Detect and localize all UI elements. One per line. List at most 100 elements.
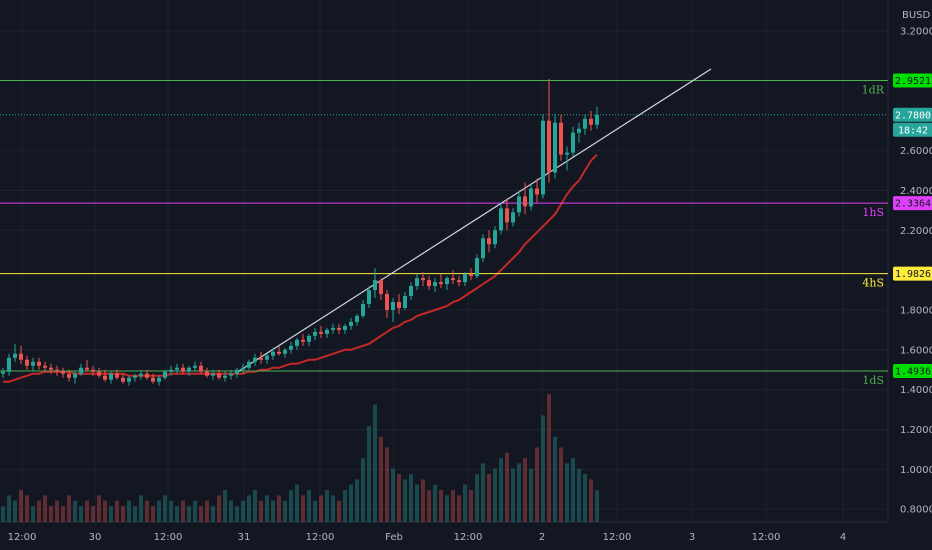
volume-bar (535, 447, 539, 522)
candle-body (439, 282, 443, 285)
candle-body (19, 353, 23, 360)
y-tick-label: 1.6000 (900, 345, 932, 356)
candle-body (295, 339, 299, 346)
candle-body (403, 296, 407, 308)
candle-body (43, 365, 47, 368)
candle-body (181, 367, 185, 372)
volume-bar (511, 468, 515, 522)
candle-body (199, 365, 203, 372)
x-tick-label: 4 (840, 532, 846, 543)
candle-body (379, 280, 383, 295)
candle-body (343, 325, 347, 330)
currency-label: BUSD (902, 10, 931, 21)
volume-bar (325, 490, 329, 522)
volume-bar (421, 479, 425, 522)
volume-bar (529, 468, 533, 522)
candle-body (385, 294, 389, 310)
candle-body (133, 375, 137, 378)
candle-body (97, 371, 101, 376)
volume-bar (553, 436, 557, 522)
candle-body (469, 274, 473, 277)
volume-bar (67, 495, 71, 522)
candle-body (193, 365, 197, 368)
candle-body (187, 367, 191, 372)
price-tag-label: 2.3364 (895, 199, 931, 210)
volume-bar (205, 500, 209, 522)
x-tick-label: Feb (385, 532, 403, 543)
candle-body (397, 302, 401, 308)
volume-bar (199, 506, 203, 522)
level-label: 4hS (862, 277, 884, 290)
volume-bar (97, 495, 101, 522)
candle-body (493, 230, 497, 245)
volume-bar (487, 474, 491, 522)
candle-body (91, 369, 95, 372)
volume-bar (295, 484, 299, 522)
volume-bar (361, 458, 365, 522)
time-axis-panel (0, 522, 932, 550)
trendline (237, 68, 712, 373)
volume-bar (523, 458, 527, 522)
price-tag-label: 1.4936 (895, 367, 931, 378)
candle-body (547, 120, 551, 173)
volume-bar (463, 484, 467, 522)
x-tick-label: 30 (89, 532, 102, 543)
candle-body (313, 331, 317, 336)
candle-body (103, 375, 107, 380)
candle-body (571, 132, 575, 153)
x-tick-label: 12:00 (603, 532, 632, 543)
volume-bar (259, 500, 263, 522)
volume-bar (595, 490, 599, 522)
volume-bar (217, 495, 221, 522)
volume-bar (583, 474, 587, 522)
x-tick-label: 12:00 (752, 532, 781, 543)
candle-body (169, 369, 173, 372)
volume-bar (241, 500, 245, 522)
candle-body (433, 282, 437, 287)
candle-body (319, 331, 323, 334)
candle-body (217, 373, 221, 378)
volume-bar (373, 404, 377, 522)
volume-bar (247, 495, 251, 522)
candle-body (301, 339, 305, 342)
countdown-tag (893, 122, 932, 137)
price-tag (893, 107, 932, 122)
volume-bar (55, 500, 59, 522)
candle-body (277, 351, 281, 354)
candle-body (121, 377, 125, 382)
y-tick-label: 2.2000 (900, 226, 932, 237)
candle-body (373, 280, 377, 291)
candle-body (511, 212, 515, 223)
candle-body (85, 367, 89, 370)
volume-bar (121, 506, 125, 522)
y-tick-label: 0.8000 (900, 505, 932, 516)
candle-body (451, 278, 455, 281)
volume-bar (265, 495, 269, 522)
candle-body (409, 286, 413, 297)
volume-bar (445, 495, 449, 522)
volume-bar (169, 500, 173, 522)
volume-bar (73, 500, 77, 522)
candle-body (271, 351, 275, 356)
price-tag (893, 196, 932, 211)
candle-body (151, 377, 155, 382)
volume-bar (559, 447, 563, 522)
moving-average-line (3, 153, 598, 383)
volume-bar (139, 495, 143, 522)
candle-body (445, 278, 449, 285)
level-label: 1dR (862, 84, 885, 97)
volume-bar (91, 506, 95, 522)
level-label: 1hS (862, 206, 884, 219)
candle-body (229, 373, 233, 376)
candle-body (307, 335, 311, 342)
volume-bar (547, 394, 551, 522)
candle-body (265, 355, 269, 360)
volume-bar (79, 506, 83, 522)
candle-body (415, 278, 419, 287)
level-label: 1dS (862, 374, 884, 387)
volume-bar (163, 495, 167, 522)
candle-body (175, 367, 179, 370)
y-tick-label: 2.6000 (900, 146, 932, 157)
price-tag-label: 1.9826 (895, 269, 931, 280)
